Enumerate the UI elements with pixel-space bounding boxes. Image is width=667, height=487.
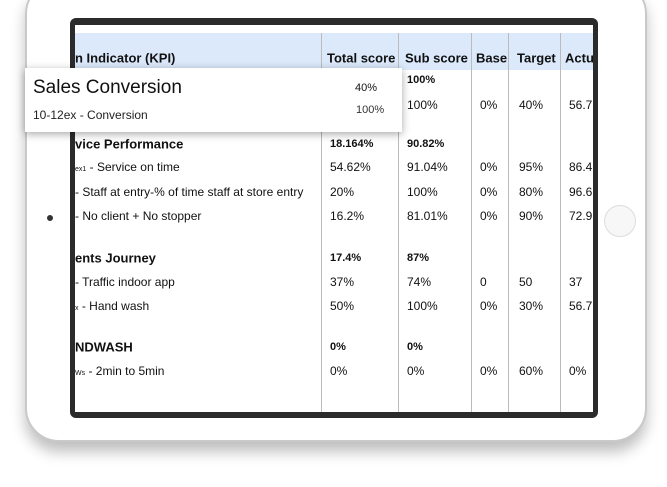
- kpi-cell: - Traffic indoor app: [75, 275, 175, 289]
- base-cell: 0%: [480, 160, 498, 174]
- kpi-code: x: [75, 305, 79, 312]
- kpi-cell: - No client + No stopper: [75, 209, 201, 223]
- target-cell: 95%: [519, 160, 544, 174]
- sub-cell: 91.04%: [407, 160, 448, 174]
- column-divider: [398, 33, 399, 412]
- actual-cell: 56.7: [569, 299, 593, 313]
- overlay-card[interactable]: Sales Conversion 10-12ex - Conversion 40…: [25, 68, 402, 132]
- kpi-cell: x - Hand wash: [75, 299, 149, 313]
- home-button[interactable]: [604, 205, 636, 237]
- total-cell: 0%: [330, 341, 346, 353]
- target-cell: 50: [519, 275, 533, 289]
- kpi-name: - Traffic indoor app: [75, 275, 175, 289]
- sub-cell: 74%: [407, 275, 432, 289]
- sub-cell: 100%: [407, 299, 438, 313]
- total-cell: 37%: [330, 275, 355, 289]
- base-cell: 0%: [480, 98, 498, 112]
- actual-cell: 72.9: [569, 209, 593, 223]
- sub-cell: 0%: [407, 341, 423, 353]
- total-cell: 16.2%: [330, 209, 365, 223]
- kpi-cell: ex1 - Service on time: [75, 160, 180, 174]
- total-cell: 18.164%: [330, 138, 374, 150]
- kpi-name: - 2min to 5min: [85, 364, 165, 378]
- base-cell: 0%: [480, 185, 498, 199]
- base-cell: 0%: [480, 299, 498, 313]
- column-divider: [560, 33, 561, 412]
- column-divider: [508, 33, 509, 412]
- kpi-name: - Service on time: [86, 160, 180, 174]
- kpi-name: NDWASH: [75, 339, 133, 355]
- sub-cell: 0%: [407, 364, 425, 378]
- kpi-code: ex1: [75, 166, 87, 173]
- card-subtitle: 10-12ex - Conversion: [33, 108, 148, 122]
- total-cell: 17.4%: [330, 252, 362, 264]
- target-cell: 90%: [519, 209, 544, 223]
- base-cell: 0%: [480, 364, 498, 378]
- kpi-name: vice Performance: [75, 136, 184, 152]
- column-header: Sub score: [405, 50, 468, 66]
- target-cell: 30%: [519, 299, 544, 313]
- kpi-cell: - Staff at entry-% of time staff at stor…: [75, 185, 303, 199]
- column-header: Base: [476, 50, 508, 66]
- target-cell: 60%: [519, 364, 544, 378]
- kpi-name: ents Journey: [75, 250, 156, 266]
- sub-cell: 87%: [407, 252, 430, 264]
- actual-cell: 96.6: [569, 185, 593, 199]
- column-header: Actu: [565, 50, 593, 66]
- base-cell: 0: [480, 275, 487, 289]
- screen: n Indicator (KPI) Total score Sub score Bas…: [75, 25, 593, 412]
- actual-cell: 37: [569, 275, 583, 289]
- sub-cell: 81.01%: [407, 209, 448, 223]
- total-cell: 20%: [330, 185, 355, 199]
- card-value: 100%: [356, 104, 385, 116]
- column-header: Target: [517, 50, 556, 66]
- sub-cell: 90.82%: [407, 138, 445, 150]
- actual-cell: 86.4: [569, 160, 593, 174]
- column-divider: [321, 33, 322, 412]
- kpi-name: - Staff at entry-% of time staff at stor…: [75, 185, 304, 199]
- card-title: Sales Conversion: [33, 77, 182, 98]
- kpi-name: - No client + No stopper: [75, 209, 202, 223]
- sub-cell: 100%: [407, 185, 438, 199]
- sub-cell: 100%: [407, 98, 438, 112]
- actual-cell: 56.7: [569, 98, 593, 112]
- total-cell: 50%: [330, 299, 355, 313]
- kpi-code: Ws: [75, 370, 86, 377]
- table-header: [75, 33, 593, 70]
- target-cell: 40%: [519, 98, 544, 112]
- base-cell: 0%: [480, 209, 498, 223]
- kpi-cell: ents Journey: [75, 251, 156, 266]
- total-cell: 0%: [330, 364, 348, 378]
- column-divider: [471, 33, 472, 412]
- kpi-cell: vice Performance: [75, 137, 183, 152]
- column-header: n Indicator (KPI): [75, 50, 176, 66]
- card-value: 40%: [355, 82, 378, 94]
- total-cell: 54.62%: [330, 160, 371, 174]
- actual-cell: 0%: [569, 364, 587, 378]
- target-cell: 80%: [519, 185, 544, 199]
- kpi-cell: Ws - 2min to 5min: [75, 364, 164, 378]
- kpi-cell: NDWASH: [75, 340, 133, 355]
- kpi-name: - Hand wash: [78, 299, 150, 313]
- column-header: Total score: [327, 50, 396, 66]
- camera: [47, 215, 53, 221]
- sub-cell: 100%: [407, 74, 436, 86]
